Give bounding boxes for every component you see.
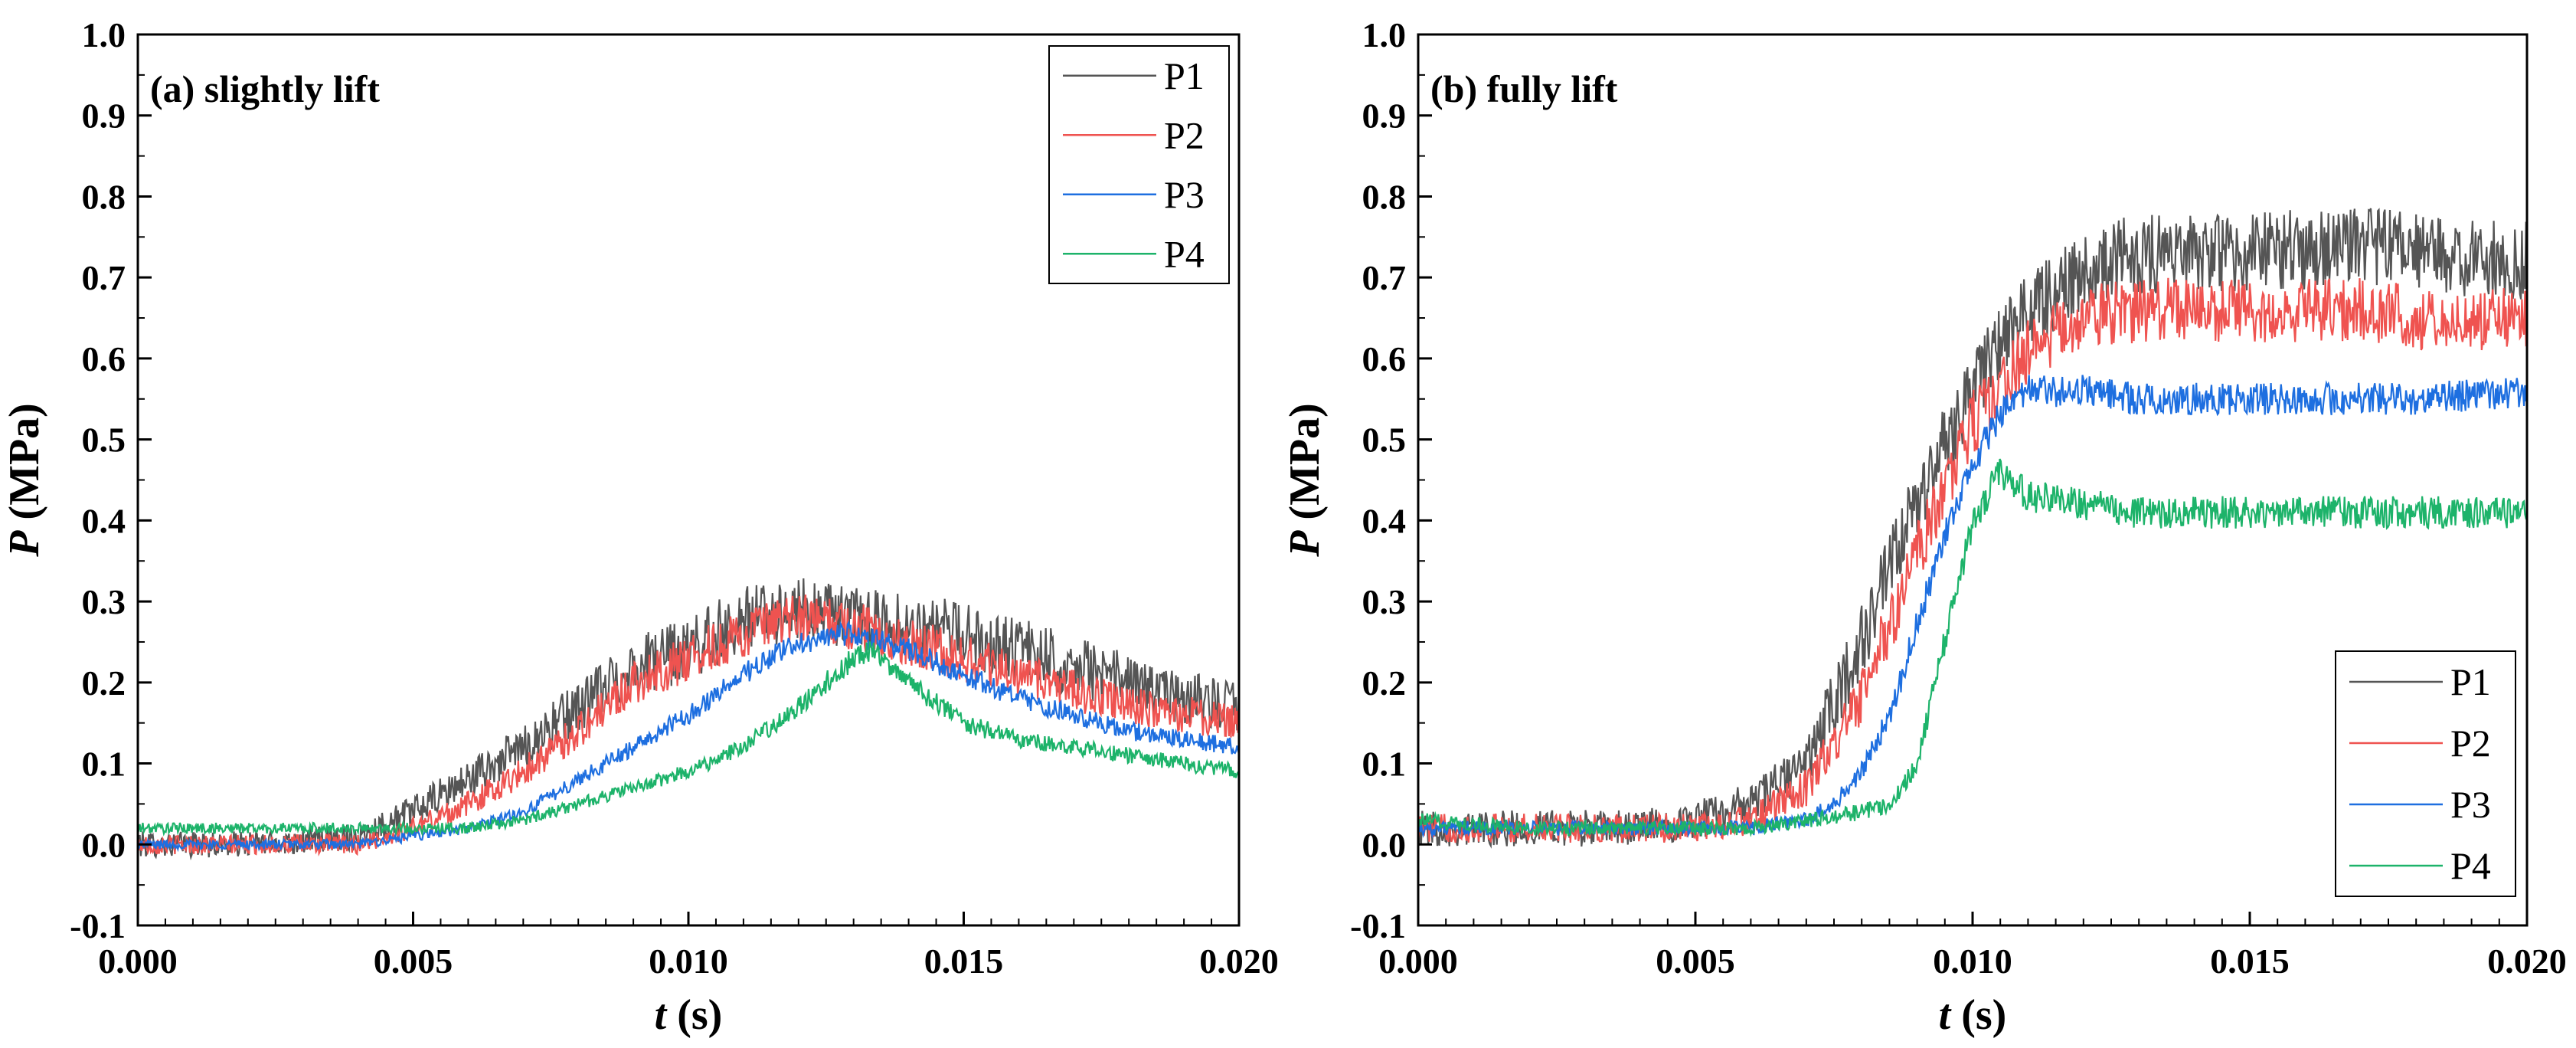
chart-panel-a: 0.000 0.005 0.010 0.015 0.020 -0.1 0.0 0.1 0.2 0.… — [1, 15, 1279, 1039]
y-tick-label: 0.7 — [82, 258, 126, 297]
series-line-p3 — [138, 620, 1239, 853]
y-tick-label: 1.0 — [82, 15, 126, 54]
y-tick-label: 1.0 — [1362, 15, 1407, 54]
x-axis-variable: t — [1939, 991, 1952, 1039]
panel-label: (b) fully lift — [1430, 67, 1618, 110]
x-tick-label: 0.015 — [924, 942, 1004, 981]
y-axis-variable: P — [1281, 530, 1329, 558]
y-tick-label: 0.2 — [82, 663, 126, 702]
y-tick-label: 0.1 — [82, 745, 126, 784]
legend-label-p3: P3 — [1164, 173, 1205, 216]
x-axis-unit: (s) — [666, 991, 722, 1039]
x-tick-label: 0.000 — [98, 942, 178, 981]
x-tick-label: 0.000 — [1378, 942, 1458, 981]
y-tick-label: 0.8 — [82, 177, 126, 216]
chart-panel-b: 0.000 0.005 0.010 0.015 0.020 -0.1 0.0 0.1 0.2 0.… — [1281, 15, 2567, 1039]
y-tick-label: 0.1 — [1362, 745, 1407, 784]
legend-label-p3: P3 — [2450, 783, 2491, 826]
series-line-p2 — [138, 594, 1239, 856]
y-tick-label: 0.4 — [82, 501, 126, 540]
y-tick-label: 0.7 — [1362, 258, 1407, 297]
y-tick-label: 0.2 — [1362, 663, 1407, 702]
legend-label-p1: P1 — [2450, 660, 2491, 703]
x-axis-title: t (s) — [1939, 991, 2007, 1039]
panel-label: (a) slightly lift — [150, 67, 380, 110]
series-line-p4 — [1418, 458, 2527, 838]
y-tick-label: -0.1 — [70, 906, 126, 945]
x-axis-title: t (s) — [655, 991, 723, 1039]
y-tick-label: 0.0 — [1362, 825, 1407, 864]
series-line-p4 — [138, 641, 1239, 837]
series-line-p2 — [1418, 277, 2527, 844]
y-tick-label: -0.1 — [1350, 906, 1406, 945]
y-tick-label: 0.3 — [1362, 582, 1407, 621]
legend-label-p2: P2 — [2450, 722, 2491, 765]
y-tick-label: 0.9 — [1362, 97, 1407, 136]
y-tick-label: 0.6 — [1362, 339, 1407, 378]
y-tick-label: 0.8 — [1362, 177, 1407, 216]
x-tick-label: 0.005 — [374, 942, 453, 981]
y-tick-label: 0.0 — [82, 825, 126, 864]
legend: P1 P2 P3 P4 — [1048, 45, 1230, 284]
y-tick-label: 0.5 — [82, 421, 126, 460]
legend: P1 P2 P3 P4 — [2335, 650, 2516, 897]
y-tick-label: 0.4 — [1362, 501, 1407, 540]
x-tick-label: 0.015 — [2210, 942, 2290, 981]
y-tick-label: 0.6 — [82, 339, 126, 378]
x-tick-label: 0.010 — [649, 942, 728, 981]
y-axis-unit: (MPa) — [1281, 403, 1329, 530]
x-tick-label: 0.020 — [1199, 942, 1279, 981]
y-tick-label: 0.5 — [1362, 421, 1407, 460]
legend-label-p4: P4 — [2450, 844, 2491, 887]
y-axis-title: P (MPa) — [1, 403, 48, 558]
x-tick-label: 0.005 — [1656, 942, 1735, 981]
x-tick-label: 0.020 — [2487, 942, 2567, 981]
legend-label-p2: P2 — [1164, 113, 1205, 156]
legend-label-p4: P4 — [1164, 232, 1205, 275]
x-axis-variable: t — [655, 991, 668, 1039]
y-axis-title: P (MPa) — [1281, 403, 1329, 558]
y-axis-unit: (MPa) — [1, 403, 48, 530]
legend-label-p1: P1 — [1164, 54, 1205, 97]
legend-box — [2335, 650, 2516, 897]
y-axis-variable: P — [1, 530, 48, 558]
x-tick-label: 0.010 — [1933, 942, 2012, 981]
y-tick-label: 0.9 — [82, 97, 126, 136]
x-axis-unit: (s) — [1950, 991, 2006, 1039]
y-tick-label: 0.3 — [82, 582, 126, 621]
legend-box — [1048, 45, 1230, 284]
